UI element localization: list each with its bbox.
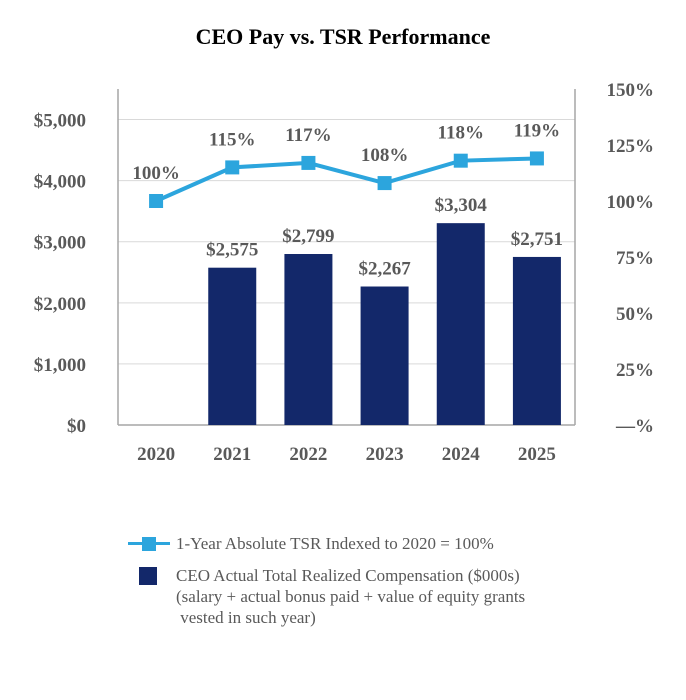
y-right-tick-label: 50% (616, 304, 654, 325)
y-left-tick-label: $5,000 (34, 111, 86, 132)
tsr-point (529, 151, 544, 166)
x-tick-label: 2020 (137, 444, 175, 465)
tsr-data-label: 118% (438, 123, 484, 144)
bar (284, 254, 333, 425)
legend-item-compensation: CEO Actual Total Realized Compensation (… (128, 565, 596, 628)
legend-bar-swatch (139, 567, 157, 585)
tsr-point (149, 194, 164, 208)
bar (436, 223, 485, 425)
tsr-line (155, 156, 537, 203)
x-tick-label: 2023 (366, 444, 404, 465)
x-tick-label: 2025 (518, 444, 556, 465)
legend-item-tsr: 1-Year Absolute TSR Indexed to 2020 = 10… (128, 533, 494, 554)
y-left-tick-label: $3,000 (34, 233, 86, 254)
y-right-tick-label: 25% (616, 360, 654, 381)
bar-data-label: $2,751 (511, 229, 563, 250)
tsr-point (377, 176, 392, 191)
tsr-point (453, 153, 468, 168)
bar (512, 256, 561, 425)
bar (208, 267, 257, 425)
y-right-tick-label: 150% (607, 80, 655, 101)
y-left-tick-label: $2,000 (34, 294, 86, 315)
legend-label-compensation-note: (salary + actual bonus paid + value of e… (176, 587, 526, 606)
y-right-tick-label: 100% (607, 192, 655, 213)
bar-data-label: $3,304 (435, 195, 488, 216)
tsr-point (225, 160, 240, 175)
y-right-tick-label: 75% (616, 248, 654, 269)
tsr-data-label: 117% (285, 125, 331, 146)
legend-label-compensation-note-2: vested in such year) (176, 608, 316, 627)
tsr-data-label: 108% (361, 145, 409, 166)
y-left-tick-label: $1,000 (34, 355, 86, 376)
chart-title: CEO Pay vs. TSR Performance (195, 24, 491, 49)
tsr-data-label: 119% (514, 120, 560, 141)
legend-label-compensation: CEO Actual Total Realized Compensation (… (176, 566, 520, 585)
x-tick-label: 2024 (442, 444, 481, 465)
y-right-tick-label: —% (615, 416, 654, 437)
legend-line-marker (128, 536, 170, 551)
bar-data-label: $2,267 (358, 259, 411, 280)
tsr-data-label: 100% (132, 163, 180, 184)
legend-label-tsr: 1-Year Absolute TSR Indexed to 2020 = 10… (176, 534, 494, 553)
y-right-tick-label: 125% (607, 136, 655, 157)
y-left-tick-label: $4,000 (34, 172, 86, 193)
tsr-point (301, 155, 316, 170)
bar-data-label: $2,575 (206, 240, 258, 261)
bar (360, 286, 409, 425)
tsr-data-label: 115% (209, 129, 255, 150)
x-tick-label: 2021 (213, 444, 251, 465)
y-left-tick-label: $0 (67, 416, 86, 437)
bar-data-label: $2,799 (282, 226, 334, 247)
x-tick-label: 2022 (289, 444, 327, 465)
